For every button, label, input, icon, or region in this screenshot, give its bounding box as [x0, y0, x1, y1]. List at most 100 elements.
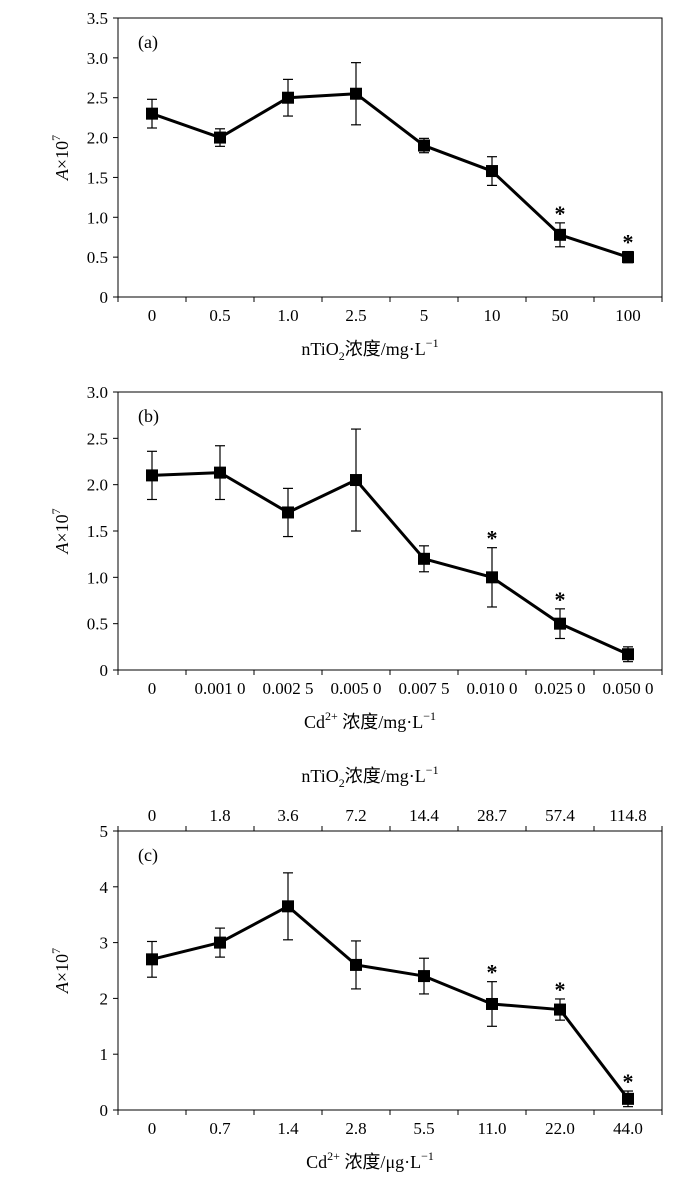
y-axis-label: A×107	[49, 508, 72, 554]
x-tick-label: 0.002 5	[263, 679, 314, 698]
data-point	[282, 91, 294, 104]
y-tick-label: 3.0	[87, 383, 108, 402]
panel-label: (a)	[138, 32, 158, 53]
x-tick-label: 2.8	[345, 1119, 366, 1138]
data-point	[350, 958, 362, 971]
data-point	[282, 506, 294, 519]
y-tick-label: 0.5	[87, 248, 108, 267]
x-tick-label: 0.5	[209, 306, 230, 325]
y-tick-label: 3	[100, 934, 109, 953]
x-tick-label: 0.025 0	[535, 679, 586, 698]
y-tick-label: 0.5	[87, 615, 108, 634]
x-axis-label: nTiO2浓度/mg·L−1	[301, 336, 438, 363]
y-tick-label: 3.0	[87, 49, 108, 68]
data-point	[554, 1003, 566, 1016]
data-point	[146, 107, 158, 120]
data-point	[554, 617, 566, 630]
data-point	[486, 165, 498, 178]
x-axis-label: Cd2+ 浓度/mg·L−1	[304, 709, 436, 732]
significance-marker: *	[487, 960, 498, 985]
x2-tick-label: 0	[148, 806, 157, 825]
data-point	[486, 997, 498, 1010]
x-tick-label: 0.005 0	[331, 679, 382, 698]
significance-marker: *	[623, 230, 634, 255]
x2-tick-label: 28.7	[477, 806, 507, 825]
significance-marker: *	[623, 1069, 634, 1094]
x2-tick-label: 14.4	[409, 806, 439, 825]
y-tick-label: 0	[100, 1101, 109, 1120]
y-tick-label: 0	[100, 288, 109, 307]
x-tick-label: 0	[148, 306, 157, 325]
data-point	[622, 648, 634, 661]
data-point	[146, 953, 158, 966]
x2-tick-label: 3.6	[277, 806, 298, 825]
significance-marker: *	[555, 977, 566, 1002]
y-tick-label: 1.5	[87, 522, 108, 541]
chart-panel-2: 0 0.5 1.0 1.5 2.0 2.5 3.0 0 0.001 0 0.002 5 0.005 …	[49, 383, 663, 732]
y-tick-label: 1	[100, 1045, 109, 1064]
x-tick-label: 5.5	[413, 1119, 434, 1138]
significance-marker: *	[555, 587, 566, 612]
x2-tick-label: 7.2	[345, 806, 366, 825]
data-point	[350, 87, 362, 100]
x2-axis-label: nTiO2浓度/mg·L−1	[301, 763, 438, 790]
y-tick-label: 1.0	[87, 208, 108, 227]
data-point	[486, 571, 498, 584]
x-tick-label: 0.050 0	[603, 679, 654, 698]
x-tick-label: 0	[148, 679, 157, 698]
y-tick-label: 3.5	[87, 9, 108, 28]
data-point	[418, 139, 430, 152]
data-point	[214, 131, 226, 144]
panel-label: (c)	[138, 845, 158, 866]
data-point	[554, 228, 566, 241]
plot-frame	[117, 391, 663, 671]
data-point	[214, 936, 226, 949]
x-tick-label: 22.0	[545, 1119, 575, 1138]
x2-tick-label: 57.4	[545, 806, 575, 825]
y-tick-label: 1.0	[87, 568, 108, 587]
data-point	[622, 251, 634, 264]
x-tick-label: 2.5	[345, 306, 366, 325]
x-axis-label: Cd2+ 浓度/μg·L−1	[306, 1149, 434, 1172]
x2-tick-label: 114.8	[609, 806, 647, 825]
y-axis-label: A×107	[49, 135, 72, 181]
chart-panel-3: 0 1 2 3 4 5 0 0.7 1.4 2.8 5.5 11.0 22.0 44.0 0 1.8 3.6 7.…	[49, 763, 663, 1172]
y-axis-label: A×107	[49, 948, 72, 994]
data-point	[418, 970, 430, 983]
y-tick-label: 2.0	[87, 129, 108, 148]
data-point	[418, 552, 430, 565]
data-point	[350, 474, 362, 487]
x-tick-label: 0.007 5	[399, 679, 450, 698]
plot-frame	[117, 17, 663, 298]
chart-panel-1: 0 0.5 1.0 1.5 2.0 2.5 3.0 3.5 0 0.5 1.0 2.5 5 10 50 100…	[49, 9, 663, 363]
x-tick-label: 0.001 0	[195, 679, 246, 698]
series-line	[151, 904, 630, 1100]
series-line	[151, 92, 629, 259]
x2-tick-label: 1.8	[209, 806, 230, 825]
panel-label: (b)	[138, 406, 159, 427]
y-tick-label: 5	[100, 822, 109, 841]
data-point	[622, 1092, 634, 1105]
x-tick-label: 100	[615, 306, 641, 325]
y-tick-label: 2.0	[87, 476, 108, 495]
x-tick-label: 10	[484, 306, 501, 325]
x-tick-label: 0.7	[209, 1119, 231, 1138]
x-tick-label: 0.010 0	[467, 679, 518, 698]
y-tick-label: 2.5	[87, 89, 108, 108]
y-tick-label: 0	[100, 661, 109, 680]
x-tick-label: 1.0	[277, 306, 298, 325]
data-point	[214, 466, 226, 479]
series-line	[151, 471, 629, 656]
x-tick-label: 0	[148, 1119, 157, 1138]
x-tick-label: 44.0	[613, 1119, 643, 1138]
x-tick-label: 11.0	[477, 1119, 506, 1138]
y-tick-label: 4	[100, 878, 109, 897]
data-point	[282, 900, 294, 913]
x-tick-label: 1.4	[277, 1119, 299, 1138]
y-tick-label: 2.5	[87, 429, 108, 448]
x-tick-label: 50	[552, 306, 569, 325]
y-tick-label: 2	[100, 989, 109, 1008]
significance-marker: *	[487, 526, 498, 551]
data-point	[146, 469, 158, 482]
